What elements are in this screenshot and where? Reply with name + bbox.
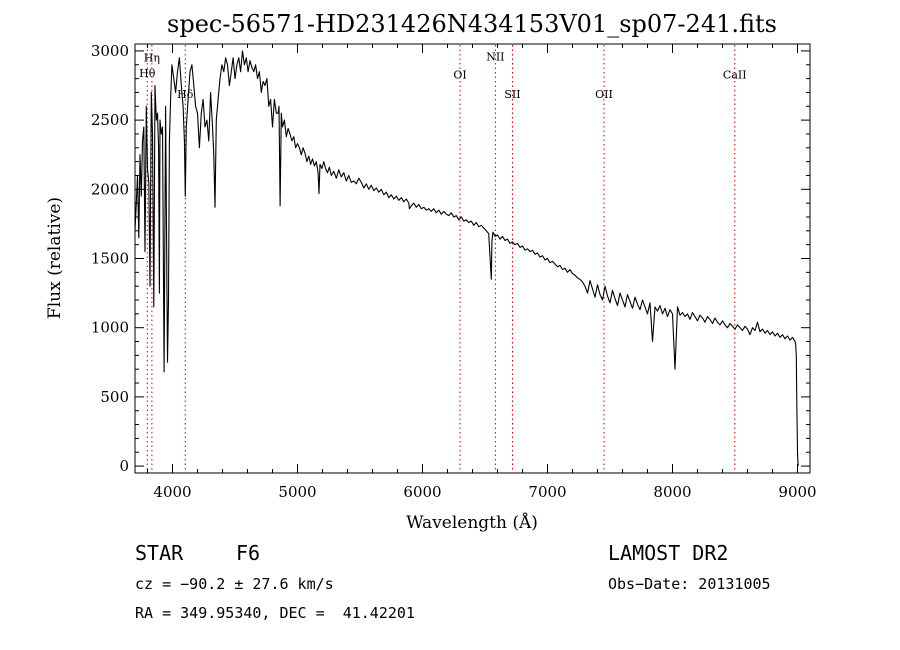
line-marker-label-4: NII (486, 51, 504, 64)
survey-label: LAMOST DR2 (608, 541, 729, 565)
line-marker-label-7: CaII (723, 69, 747, 82)
y-axis-label: Flux (relative) (45, 197, 65, 319)
line-marker-label-2: Hδ (177, 88, 194, 101)
x-tick-label: 6000 (403, 483, 441, 501)
y-tick-label: 0 (119, 457, 129, 475)
y-tick-label: 2000 (91, 180, 129, 198)
obs-date-label: Obs−Date: 20131005 (608, 575, 771, 593)
plot-frame (134, 43, 811, 474)
x-tick-label: 9000 (778, 483, 816, 501)
coordinates-label: RA = 349.95340, DEC = 41.42201 (135, 604, 415, 622)
y-tick-label: 1500 (91, 250, 129, 268)
y-tick-label: 3000 (91, 42, 129, 60)
x-tick-label: 5000 (278, 483, 316, 501)
spectrum-line (135, 50, 799, 467)
chart-title: spec-56571-HD231426N434153V01_sp07-241.f… (167, 10, 777, 38)
line-marker-label-1: Hη (144, 51, 160, 64)
y-tick-label: 2500 (91, 111, 129, 129)
spectral-subclass: F6 (236, 541, 261, 565)
object-type: STAR (135, 541, 184, 565)
x-tick-label: 8000 (653, 483, 691, 501)
line-marker-label-0: Hθ (139, 67, 156, 80)
line-marker-label-5: SII (504, 88, 520, 101)
y-tick-label: 1000 (91, 319, 129, 337)
x-tick-label: 7000 (528, 483, 566, 501)
y-tick-label: 500 (100, 388, 129, 406)
x-axis-label: Wavelength (Å) (406, 512, 538, 533)
x-tick-label: 4000 (153, 483, 191, 501)
velocity-label: cz = −90.2 ± 27.6 km/s (135, 575, 334, 593)
line-marker-label-6: OII (595, 88, 613, 101)
line-marker-label-3: OI (453, 69, 466, 82)
